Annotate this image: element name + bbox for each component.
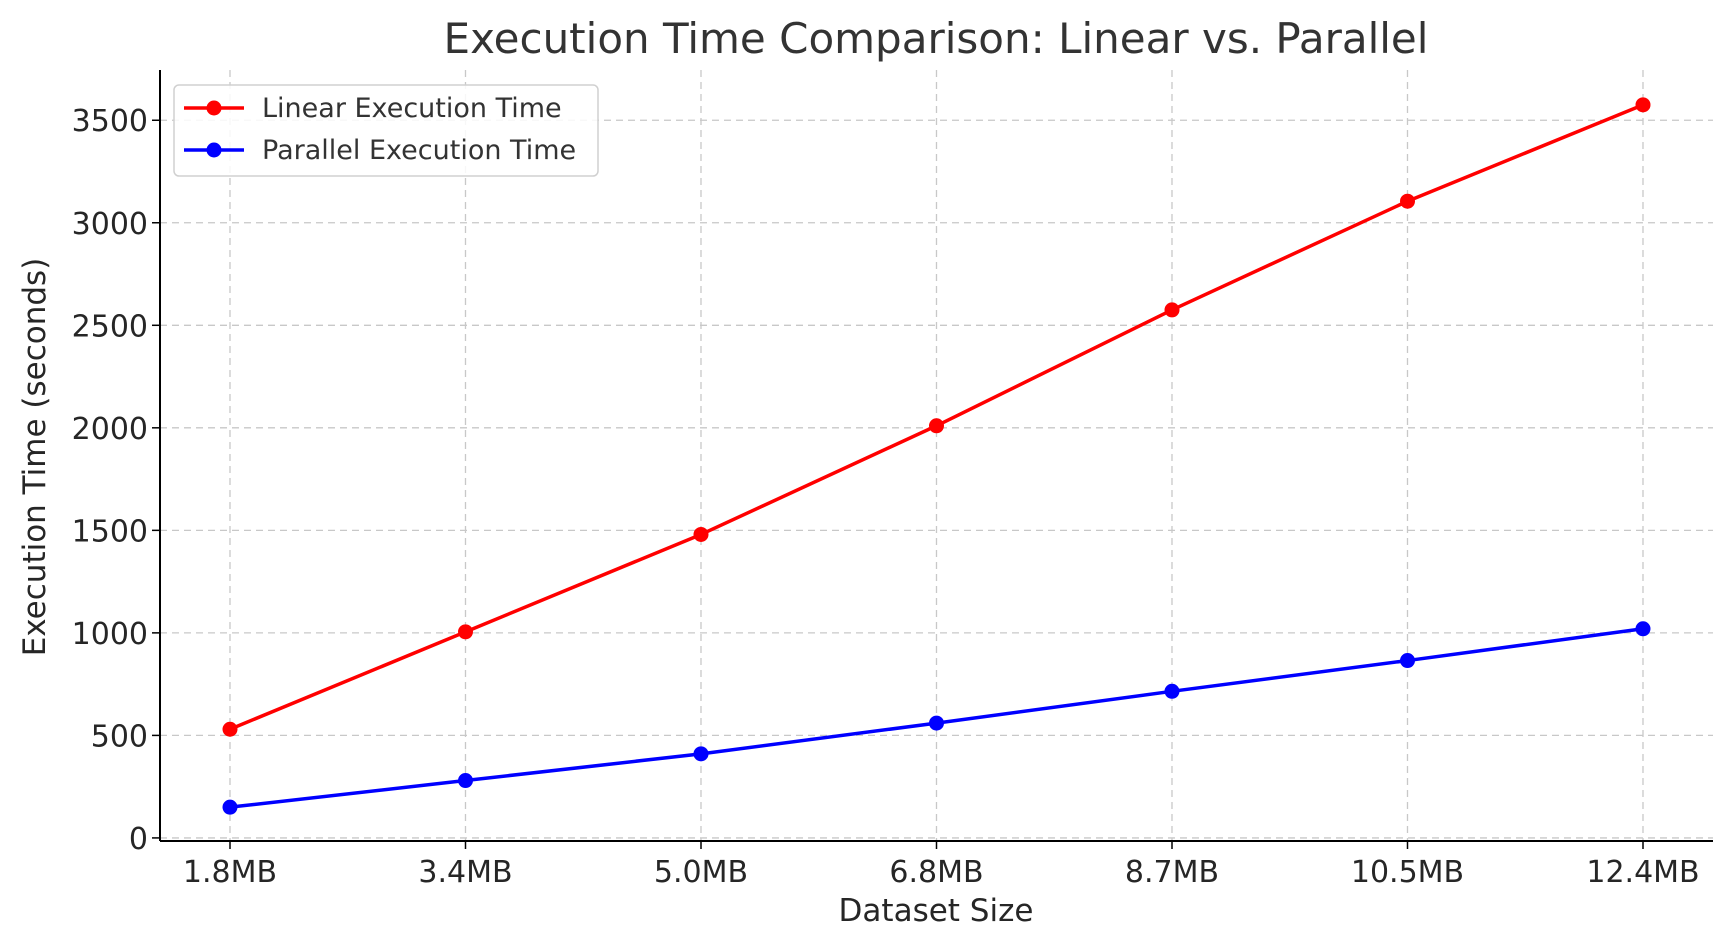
y-tick-label: 500 <box>91 719 148 754</box>
legend-swatch-marker <box>206 142 222 158</box>
x-tick-label: 6.8MB <box>889 855 983 890</box>
legend-item: Linear Execution Time <box>184 93 562 124</box>
x-tick-label: 5.0MB <box>654 855 748 890</box>
legend-item: Parallel Execution Time <box>184 135 576 166</box>
data-point <box>929 715 944 731</box>
legend: Linear Execution Time Parallel Execution … <box>173 84 599 177</box>
series-1 <box>222 97 1651 737</box>
y-tick-label: 2000 <box>72 412 148 447</box>
legend-label: Linear Execution Time <box>262 93 562 124</box>
data-point <box>1635 621 1651 637</box>
data-point <box>1164 302 1180 318</box>
x-tick-label: 3.4MB <box>418 855 512 890</box>
x-axis-label: Dataset Size <box>839 893 1034 929</box>
data-point <box>1400 653 1415 669</box>
grid-lines <box>160 70 1713 841</box>
y-tick-label: 0 <box>129 822 148 857</box>
data-point <box>693 526 709 542</box>
data-point <box>1635 97 1651 113</box>
x-tick-label: 8.7MB <box>1125 855 1219 890</box>
x-tick-label: 10.5MB <box>1351 855 1464 890</box>
x-tick-label: 12.4MB <box>1586 855 1699 890</box>
y-axis-label: Execution Time (seconds) <box>17 258 53 657</box>
series-layer <box>222 97 1651 815</box>
y-tick-label: 1500 <box>72 514 148 549</box>
data-point <box>222 799 238 815</box>
chart-title: Execution Time Comparison: Linear vs. Pa… <box>444 14 1429 63</box>
data-point <box>222 721 238 737</box>
legend-box <box>173 84 599 177</box>
data-point <box>458 773 473 789</box>
y-tick-label: 1000 <box>72 617 148 652</box>
data-point <box>929 418 944 434</box>
data-point <box>693 746 709 762</box>
series-2 <box>222 621 1651 815</box>
x-tick-label: 1.8MB <box>183 855 277 890</box>
data-point <box>1164 683 1180 699</box>
data-point <box>1400 193 1415 209</box>
y-tick-label: 3000 <box>72 207 148 242</box>
y-tick-label: 2500 <box>72 309 148 344</box>
legend-swatch-marker <box>206 100 222 116</box>
data-point <box>458 624 473 640</box>
legend-label: Parallel Execution Time <box>262 135 576 166</box>
y-tick-label: 3500 <box>72 104 148 139</box>
ticks: 1.8MB 3.4MB 5.0MB 6.8MB 8.7MB 10.5MB 12.4MB 0 50… <box>72 104 1700 890</box>
